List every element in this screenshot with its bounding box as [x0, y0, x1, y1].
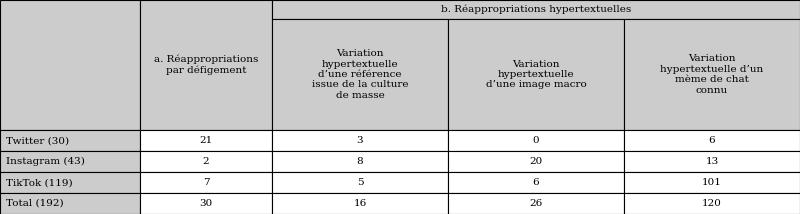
Bar — [140, 0, 272, 130]
Bar — [272, 130, 448, 151]
Text: Twitter (30): Twitter (30) — [6, 136, 70, 145]
Text: Variation
hypertextuelle
d’une image macro: Variation hypertextuelle d’une image mac… — [486, 59, 586, 89]
Bar — [140, 130, 272, 151]
Text: 20: 20 — [530, 157, 542, 166]
Text: 120: 120 — [702, 199, 722, 208]
Bar — [624, 193, 800, 214]
Bar — [272, 151, 448, 172]
Bar — [624, 19, 800, 130]
Text: 7: 7 — [202, 178, 210, 187]
Text: Variation
hypertextuelle d’un
mème de chat
connu: Variation hypertextuelle d’un mème de ch… — [660, 54, 764, 95]
Text: Instagram (43): Instagram (43) — [6, 157, 86, 166]
Text: 16: 16 — [354, 199, 366, 208]
Bar — [448, 172, 624, 193]
Bar — [624, 172, 800, 193]
Bar — [624, 151, 800, 172]
Bar — [0, 151, 140, 172]
Bar — [0, 0, 140, 130]
Text: Variation
hypertextuelle
d’une référence
issue de la culture
de masse: Variation hypertextuelle d’une référence… — [312, 49, 408, 100]
Text: 13: 13 — [706, 157, 718, 166]
Text: 101: 101 — [702, 178, 722, 187]
Bar — [140, 172, 272, 193]
Text: 0: 0 — [533, 136, 539, 145]
Text: Total (192): Total (192) — [6, 199, 64, 208]
Text: 6: 6 — [709, 136, 715, 145]
Text: b. Réappropriations hypertextuelles: b. Réappropriations hypertextuelles — [441, 5, 631, 14]
Bar — [0, 130, 140, 151]
Bar — [448, 19, 624, 130]
Text: 21: 21 — [199, 136, 213, 145]
Text: 3: 3 — [357, 136, 363, 145]
Bar — [140, 151, 272, 172]
Text: 5: 5 — [357, 178, 363, 187]
Bar — [272, 19, 448, 130]
Bar — [272, 0, 800, 19]
Text: 30: 30 — [199, 199, 213, 208]
Bar — [272, 172, 448, 193]
Text: 6: 6 — [533, 178, 539, 187]
Bar — [0, 172, 140, 193]
Bar — [448, 193, 624, 214]
Text: 8: 8 — [357, 157, 363, 166]
Bar — [624, 130, 800, 151]
Bar — [448, 151, 624, 172]
Bar — [272, 193, 448, 214]
Bar — [448, 130, 624, 151]
Text: a. Réappropriations
par défigement: a. Réappropriations par défigement — [154, 55, 258, 75]
Bar — [140, 193, 272, 214]
Text: 26: 26 — [530, 199, 542, 208]
Bar — [0, 193, 140, 214]
Text: TikTok (119): TikTok (119) — [6, 178, 73, 187]
Text: 2: 2 — [202, 157, 210, 166]
